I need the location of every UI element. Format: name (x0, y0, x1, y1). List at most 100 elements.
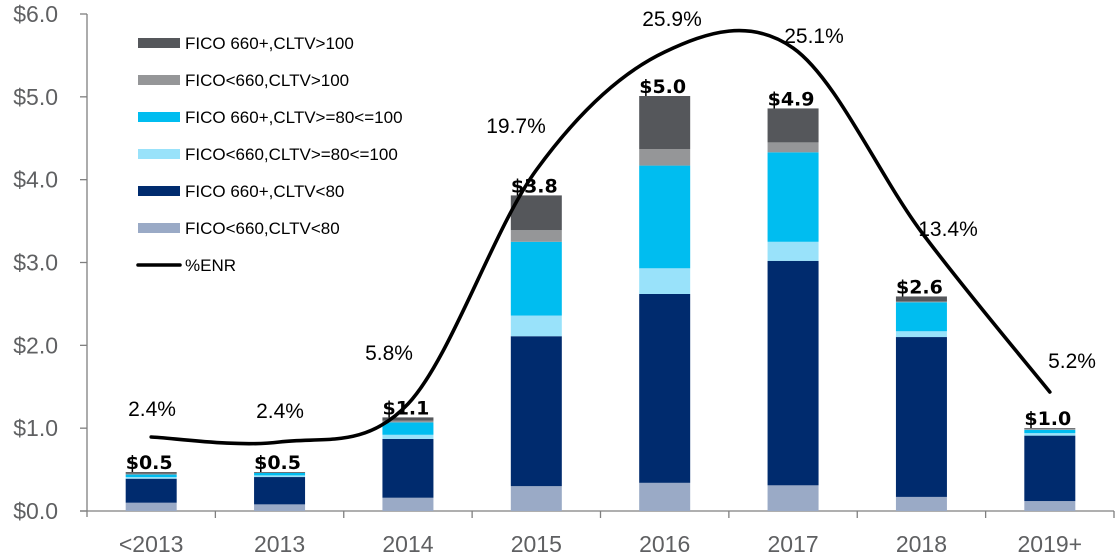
legend-item: FICO<660,CLTV<80 (138, 219, 340, 238)
bar-segment (125, 472, 177, 474)
y-tick-label: $2.0 (13, 332, 58, 358)
legend-label: FICO 660+,CLTV<80 (185, 182, 344, 201)
bar-segment (639, 268, 691, 294)
legend-item: FICO 660+,CLTV>100 (138, 34, 354, 53)
enr-line-layer (149, 28, 1052, 446)
bar-stack (639, 96, 691, 511)
bar-segment (895, 496, 947, 511)
bar-segment (125, 502, 177, 511)
bar-segment (510, 195, 562, 231)
total-label: $3.8 (511, 175, 558, 197)
bar-segment (895, 337, 947, 497)
total-label: $0.5 (126, 452, 173, 474)
legend-swatch (138, 186, 180, 196)
legend-swatch (138, 112, 180, 122)
legend-swatch (138, 223, 180, 233)
legend-item: FICO<660,CLTV>=80<=100 (138, 145, 398, 164)
bars (125, 96, 1076, 511)
enr-line (149, 28, 1052, 446)
bar-segment (510, 315, 562, 337)
bar-segment (895, 296, 947, 302)
x-tick-label: 2015 (511, 531, 562, 557)
bar-segment (1024, 501, 1076, 511)
bar-segment (382, 422, 434, 435)
total-label: $2.6 (896, 276, 943, 298)
bar-segment (254, 475, 306, 478)
legend-label: %ENR (185, 256, 236, 275)
enr-label: 5.2% (1048, 350, 1096, 373)
bar-segment (125, 477, 177, 479)
bar-segment (767, 485, 819, 511)
bar-segment (895, 331, 947, 338)
bar-segment (510, 336, 562, 487)
enr-label: 25.1% (784, 25, 844, 48)
legend-label: FICO<660,CLTV<80 (185, 219, 340, 238)
bar-segment (382, 417, 434, 421)
legend-label: FICO<660,CLTV>=80<=100 (185, 145, 398, 164)
bar-segment (254, 472, 306, 476)
bar-segment (1024, 435, 1076, 502)
bar-stack (767, 108, 819, 511)
data-labels: $0.5 $0.5 $1.1 $3.8 $5.0 $4.9 $2.6 $1.0 2.4% 2.4%… (126, 8, 1096, 474)
bar-stack (895, 296, 947, 511)
x-tick-label: 2019+ (1018, 531, 1083, 557)
bar-segment (895, 301, 947, 303)
bar-segment (767, 152, 819, 242)
y-tick-label: $0.0 (13, 498, 58, 524)
legend: FICO 660+,CLTV>100 FICO<660,CLTV>100 FICO … (136, 34, 403, 275)
bar-segment (767, 260, 819, 486)
bar-segment (254, 477, 306, 505)
legend-item: %ENR (136, 256, 236, 275)
bar-stack (125, 472, 177, 511)
bar-segment (254, 504, 306, 511)
bar-segment (639, 149, 691, 166)
legend-item: FICO 660+,CLTV>=80<=100 (138, 108, 403, 127)
enr-label: 2.4% (256, 400, 304, 423)
legend-label: FICO 660+,CLTV>=80<=100 (185, 108, 403, 127)
legend-item: FICO<660,CLTV>100 (138, 71, 349, 90)
bar-segment (510, 486, 562, 511)
y-tick-label: $1.0 (13, 415, 58, 441)
bar-segment (639, 293, 691, 483)
x-tick-label: 2013 (254, 531, 305, 557)
bar-segment (639, 482, 691, 511)
bar-stack (254, 472, 306, 511)
legend-swatch (138, 38, 180, 48)
bar-segment (1024, 428, 1076, 429)
total-label: $4.9 (768, 88, 815, 110)
x-tick-label: 2014 (382, 531, 433, 557)
bar-segment (125, 474, 177, 478)
legend-item: FICO 660+,CLTV<80 (138, 182, 344, 201)
legend-label: FICO<660,CLTV>100 (185, 71, 349, 90)
bar-segment (382, 434, 434, 439)
x-tick-label: 2018 (896, 531, 947, 557)
legend-swatch (138, 149, 180, 159)
total-label: $5.0 (639, 76, 686, 98)
enr-label: 25.9% (642, 8, 702, 31)
legend-swatch (138, 75, 180, 85)
bar-segment (382, 420, 434, 423)
bar-segment (767, 142, 819, 153)
bar-segment (639, 96, 691, 150)
legend-label: FICO 660+,CLTV>100 (185, 34, 354, 53)
enr-label: 13.4% (918, 218, 978, 241)
x-tick-label: 2017 (767, 531, 818, 557)
total-label: $1.1 (382, 397, 429, 419)
bar-stack (382, 417, 434, 511)
bar-segment (510, 230, 562, 242)
y-tick-label: $4.0 (13, 167, 58, 193)
bar-segment (639, 165, 691, 269)
x-tick-label: <2013 (119, 531, 184, 557)
y-tick-label: $3.0 (13, 250, 58, 276)
bar-segment (254, 472, 306, 473)
bar-stack (1024, 428, 1076, 511)
bar-segment (382, 438, 434, 498)
axes: $0.0 $1.0 $2.0 $3.0 $4.0 $5.0 $6.0 <2013 2013 201… (13, 1, 1115, 557)
x-tick-label: 2016 (639, 531, 690, 557)
bar-segment (382, 497, 434, 511)
y-tick-label: $6.0 (13, 1, 58, 27)
bar-segment (1024, 433, 1076, 436)
bar-segment (1024, 429, 1076, 434)
enr-label: 19.7% (486, 115, 546, 138)
bar-stack (510, 195, 562, 511)
